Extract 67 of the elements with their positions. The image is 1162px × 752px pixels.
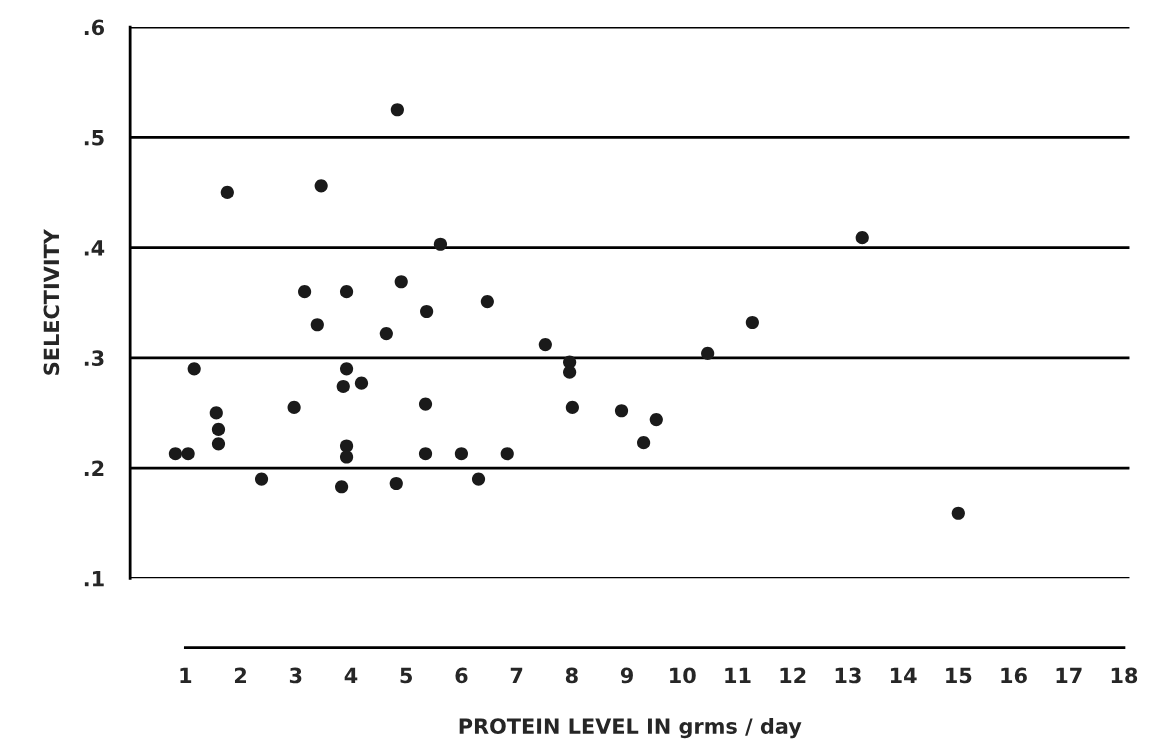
y-tick-label: .6 xyxy=(84,19,105,36)
point xyxy=(254,472,269,486)
x-tick-label: 13 xyxy=(835,667,861,684)
y-tick-label: .4 xyxy=(84,240,105,256)
x-tick-label: 17 xyxy=(1056,667,1082,684)
x-tick-label: 8 xyxy=(565,667,578,684)
point xyxy=(565,400,579,414)
point xyxy=(701,346,715,360)
y-tick-label: .2 xyxy=(84,460,104,476)
point xyxy=(209,406,223,420)
point xyxy=(390,103,404,117)
point xyxy=(420,304,434,319)
point xyxy=(211,437,226,451)
x-tick-label: 16 xyxy=(1001,667,1027,684)
point xyxy=(855,231,869,245)
y-tick-label: .1 xyxy=(84,571,104,587)
x-tick-label: 12 xyxy=(780,667,806,684)
point xyxy=(614,404,629,418)
x-tick-label: 5 xyxy=(400,667,412,684)
point xyxy=(951,506,965,520)
point xyxy=(168,447,182,461)
point xyxy=(187,362,201,376)
point xyxy=(649,412,663,427)
point xyxy=(335,480,349,494)
point xyxy=(500,447,514,461)
x-tick-label: 10 xyxy=(670,667,696,684)
point xyxy=(418,397,433,411)
point xyxy=(480,294,494,309)
point xyxy=(538,337,552,352)
point xyxy=(418,447,433,461)
y-tick-label: .3 xyxy=(84,350,104,367)
point xyxy=(336,379,350,394)
point xyxy=(745,315,759,330)
x-tick-label: 18 xyxy=(1111,667,1138,684)
point xyxy=(454,447,468,461)
point xyxy=(389,476,403,491)
point xyxy=(354,376,369,390)
x-axis-title: PROTEIN LEVEL IN grms / day xyxy=(459,717,802,739)
point xyxy=(563,365,577,379)
point xyxy=(433,237,448,251)
y-axis-title: SELECTIVITY xyxy=(43,228,60,375)
x-tick-label: 1 xyxy=(180,667,192,684)
point xyxy=(211,422,226,437)
x-tick-label: 14 xyxy=(890,667,917,684)
point xyxy=(220,185,234,200)
point xyxy=(310,318,324,332)
point xyxy=(379,326,393,341)
point xyxy=(637,436,651,450)
x-tick-label: 2 xyxy=(234,667,246,684)
x-tick-label: 4 xyxy=(344,667,358,684)
x-tick-label: 6 xyxy=(455,667,468,684)
point xyxy=(339,450,354,464)
x-tick-label: 7 xyxy=(510,667,523,684)
point xyxy=(339,285,354,299)
point xyxy=(394,275,408,289)
x-tick-label: 9 xyxy=(620,667,633,684)
point xyxy=(314,179,328,193)
x-tick-label: 3 xyxy=(289,667,302,684)
x-tick-label: 11 xyxy=(725,667,751,684)
point xyxy=(181,447,195,461)
y-tick-label: .5 xyxy=(84,130,104,146)
point xyxy=(339,362,354,376)
point xyxy=(471,472,486,486)
point xyxy=(339,439,354,453)
point xyxy=(287,400,301,414)
point xyxy=(298,285,312,299)
x-tick-label: 15 xyxy=(946,667,972,684)
